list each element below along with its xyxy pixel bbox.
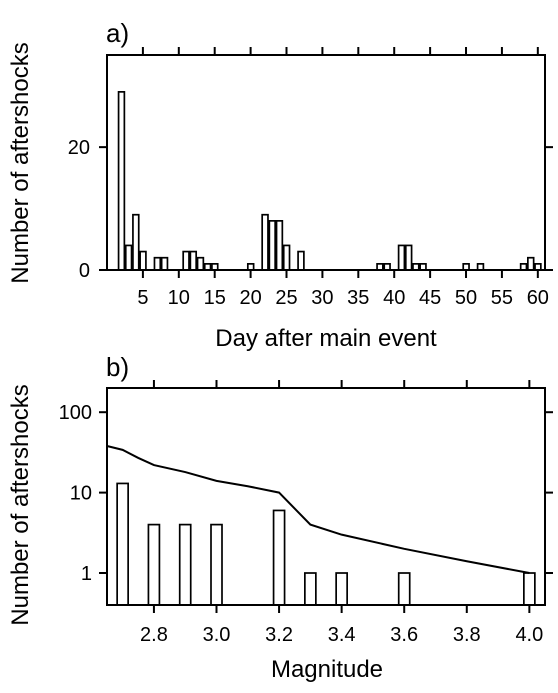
panel-b-axes-frame — [106, 387, 546, 606]
panel-a-bar — [132, 213, 140, 271]
panel-b-bar — [523, 572, 536, 606]
panel-a-bar — [404, 244, 413, 271]
panel-a-x-tick-label: 15 — [204, 287, 226, 309]
panel-b-bar — [210, 523, 223, 606]
panel-a-x-axis-label: Day after main event — [215, 325, 437, 352]
panel-b-y-tick-label: 10 — [70, 483, 92, 505]
panel-b-bar — [304, 572, 317, 606]
panel-b-y-tick-label: 1 — [81, 563, 92, 585]
panel-b-x-tick-label: 3.0 — [203, 624, 231, 646]
panel-b-bar — [178, 523, 192, 606]
panel-a-x-tick-label: 40 — [383, 287, 405, 309]
panel-b-bar — [272, 509, 286, 606]
panel-a-y-axis-label: Number of aftershocks — [7, 42, 34, 283]
panel-b-label: b) — [106, 352, 129, 382]
panel-b-x-tick-label: 2.8 — [140, 624, 168, 646]
panel-a-x-tick-label: 45 — [419, 287, 441, 309]
panel-a-bar — [526, 256, 535, 271]
panel-a-bar — [124, 244, 133, 271]
panel-a-bar — [297, 250, 305, 271]
panel-a-x-tick-label: 35 — [347, 287, 369, 309]
panel-b-cumulative-line — [106, 445, 530, 574]
panel-a-bar — [282, 244, 291, 271]
panel-a-x-tick-label: 20 — [239, 287, 261, 309]
panel-a-bar — [268, 220, 277, 271]
panel-a-x-tick-label: 5 — [137, 287, 148, 309]
panel-b-x-tick-label: 3.4 — [328, 624, 356, 646]
panel-a-axes-frame — [106, 54, 546, 271]
panel-a-y-tick-label: 20 — [68, 137, 90, 159]
panel-a-bar — [139, 250, 147, 271]
panel-a-bar — [275, 220, 284, 271]
panel-a-bar — [153, 256, 162, 271]
panel-a-x-tick-label: 30 — [311, 287, 333, 309]
panel-b-x-tick-label: 3.8 — [453, 624, 481, 646]
panel-b-bar — [397, 572, 411, 606]
panel-b-x-tick-label: 3.6 — [390, 624, 418, 646]
panel-b-x-tick-label: 4.0 — [515, 624, 543, 646]
panel-b-bar — [147, 523, 161, 606]
panel-a-bar — [397, 244, 406, 271]
panel-a-y-tick-label: 0 — [79, 260, 90, 282]
panel-b-bar — [116, 482, 129, 606]
panel-b-x-tick-label: 3.2 — [265, 624, 293, 646]
panel-a-bar — [189, 250, 198, 271]
panel-a-x-tick-label: 50 — [455, 287, 477, 309]
panel-a-bar — [196, 256, 205, 271]
panel-a-x-tick-label: 55 — [491, 287, 513, 309]
panel-a-bar — [117, 91, 126, 271]
panel-a-x-tick-label: 25 — [275, 287, 297, 309]
panel-a-bar — [182, 250, 190, 271]
panel-a-bar — [160, 256, 169, 271]
panel-a-x-tick-label: 10 — [168, 287, 190, 309]
panel-b-bar — [335, 572, 348, 606]
panel-b-y-axis-label: Number of aftershocks — [7, 384, 34, 625]
panel-b-x-axis-label: Magnitude — [271, 656, 383, 683]
panel-b-y-tick-label: 100 — [59, 402, 92, 424]
panel-a-x-tick-label: 60 — [527, 287, 549, 309]
panel-a-label: a) — [106, 18, 129, 48]
panel-a-bar — [261, 213, 269, 271]
